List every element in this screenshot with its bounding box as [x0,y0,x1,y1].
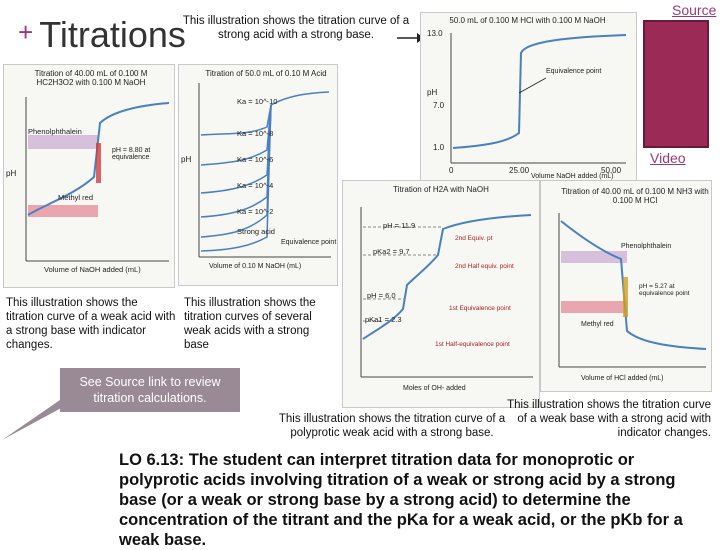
source-callout: See Source link to review titration calc… [60,368,240,412]
slide-title: + Titrations [18,14,186,56]
second-half-equiv: 2nd Half equiv. point [455,263,514,270]
x-tick-50: 50.00 [601,166,622,175]
methyl-red-label: Methyl red [58,193,94,202]
video-link[interactable]: Video [650,150,686,166]
source-link[interactable]: Source [672,2,717,18]
y-axis-label: pH [6,169,17,178]
ka-label-6: Ka = 10^-6 [237,155,274,164]
y-tick-high: 13.0 [427,29,443,38]
ka-label-4: Ka = 10^-4 [237,181,274,190]
equivalence-label: pH = 8.80 at equivalence [112,147,151,161]
source-video-box[interactable] [643,20,709,148]
caption-several-weak: This illustration shows the titration cu… [184,297,316,351]
y-axis-label: pH [427,88,438,97]
x-tick-25: 25.00 [509,166,530,175]
strong-acid-label: Strong acid [237,227,275,236]
phenolphthalein-label: Phenolphthalein [28,127,82,136]
title-plus: + [18,17,34,47]
x-axis-label: Moles of OH- added [403,385,466,392]
figure-several-weak-acids: Titration of 50.0 mL of 0.10 M Acid Ka =… [178,64,338,286]
caption-polyprotic: This illustration shows the titration cu… [278,413,506,439]
x-axis-label: Volume NaOH added (mL) [531,173,614,180]
x-tick-0: 0 [449,166,454,175]
figure-strong-acid: 50.0 mL of 0.100 M HCl with 0.100 M NaOH… [420,12,637,184]
strong-acid-curve [450,33,627,164]
figure-weak-acid: Titration of 40.00 mL of 0.100 M HC2H3O2… [3,64,175,288]
equivalence-label: pH = 5.27 at equivalence point [639,283,690,297]
second-equiv: 2nd Equiv. pt [455,235,493,242]
ph-6: pH = 6.0 [367,291,396,300]
x-axis-label: Volume of 0.10 M NaOH (mL) [209,263,302,270]
title-text: Titrations [39,14,186,55]
caption-weak-base: This illustration shows the titration cu… [507,399,711,439]
figure-title: 50.0 mL of 0.100 M HCl with 0.100 M NaOH [449,16,606,25]
first-half-equiv: 1st Half-equivalence point [435,341,510,348]
caption-strong-acid: This illustration shows the titration cu… [182,15,410,41]
figure-title: Titration of H2A with NaOH [393,185,489,194]
y-axis-label: pH [181,155,192,164]
several-weak-curves [198,83,331,258]
pka1: pKa1 = 2.3 [365,315,402,324]
y-tick-mid: 7.0 [433,101,445,110]
methyl-red-label: Methyl red [581,321,614,328]
equivalence-label: Equivalence point [281,239,337,246]
polyprotic-curve [360,207,533,378]
weak-acid-curve [25,97,170,262]
ka-label-10: Ka = 10^-10 [237,97,278,106]
weak-base-curve [558,213,707,368]
pka2: pKa2 = 9.7 [373,247,410,256]
phenolphthalein-label: Phenolphthalein [621,243,672,250]
caption-weak-acid: This illustration shows the titration cu… [6,297,176,351]
first-equiv: 1st Equivalence point [449,305,511,312]
equivalence-label: Equivalence point [546,68,602,75]
learning-objective: LO 6.13: The student can interpret titra… [119,451,683,549]
x-axis-label: Volume of HCl added (mL) [581,375,664,382]
figure-weak-base: Titration of 40.00 mL of 0.100 M NH3 wit… [540,180,712,392]
y-tick-low: 1.0 [433,143,445,152]
figure-title: Titration of 40.00 mL of 0.100 M NH3 wit… [561,187,709,205]
ph-11-9: pH = 11.9 [383,221,416,230]
figure-polyprotic: Titration of H2A with NaOH pH = 11.9 pKa… [342,180,540,408]
figure-title: Titration of 50.0 mL of 0.10 M Acid [205,69,327,78]
figure-title: Titration of 40.00 mL of 0.100 M HC2H3O2… [34,69,148,87]
ka-label-8: Ka = 10^-8 [237,129,274,138]
x-axis-label: Volume of NaOH added (mL) [44,265,141,274]
callout-pointer-icon [2,400,76,440]
ka-label-2: Ka = 10^-2 [237,207,274,216]
